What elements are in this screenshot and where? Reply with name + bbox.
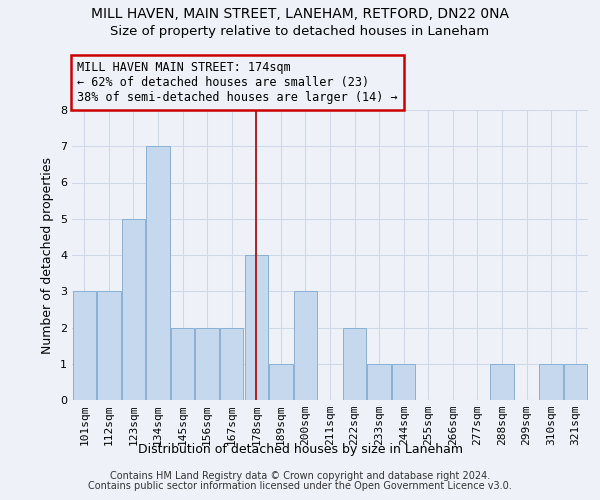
Text: Size of property relative to detached houses in Laneham: Size of property relative to detached ho… — [110, 25, 490, 38]
Bar — [564, 364, 587, 400]
Bar — [146, 146, 170, 400]
Bar — [269, 364, 293, 400]
Bar — [73, 291, 96, 400]
Bar — [196, 328, 219, 400]
Text: MILL HAVEN, MAIN STREET, LANEHAM, RETFORD, DN22 0NA: MILL HAVEN, MAIN STREET, LANEHAM, RETFOR… — [91, 8, 509, 22]
Bar — [490, 364, 514, 400]
Text: Distribution of detached houses by size in Laneham: Distribution of detached houses by size … — [137, 442, 463, 456]
Text: Contains HM Land Registry data © Crown copyright and database right 2024.: Contains HM Land Registry data © Crown c… — [110, 471, 490, 481]
Y-axis label: Number of detached properties: Number of detached properties — [41, 156, 55, 354]
Bar — [392, 364, 415, 400]
Bar — [294, 291, 317, 400]
Bar — [220, 328, 244, 400]
Bar — [539, 364, 563, 400]
Bar — [97, 291, 121, 400]
Text: Contains public sector information licensed under the Open Government Licence v3: Contains public sector information licen… — [88, 481, 512, 491]
Bar — [343, 328, 366, 400]
Bar — [171, 328, 194, 400]
Bar — [245, 255, 268, 400]
Text: MILL HAVEN MAIN STREET: 174sqm
← 62% of detached houses are smaller (23)
38% of : MILL HAVEN MAIN STREET: 174sqm ← 62% of … — [77, 61, 398, 104]
Bar — [367, 364, 391, 400]
Bar — [122, 219, 145, 400]
